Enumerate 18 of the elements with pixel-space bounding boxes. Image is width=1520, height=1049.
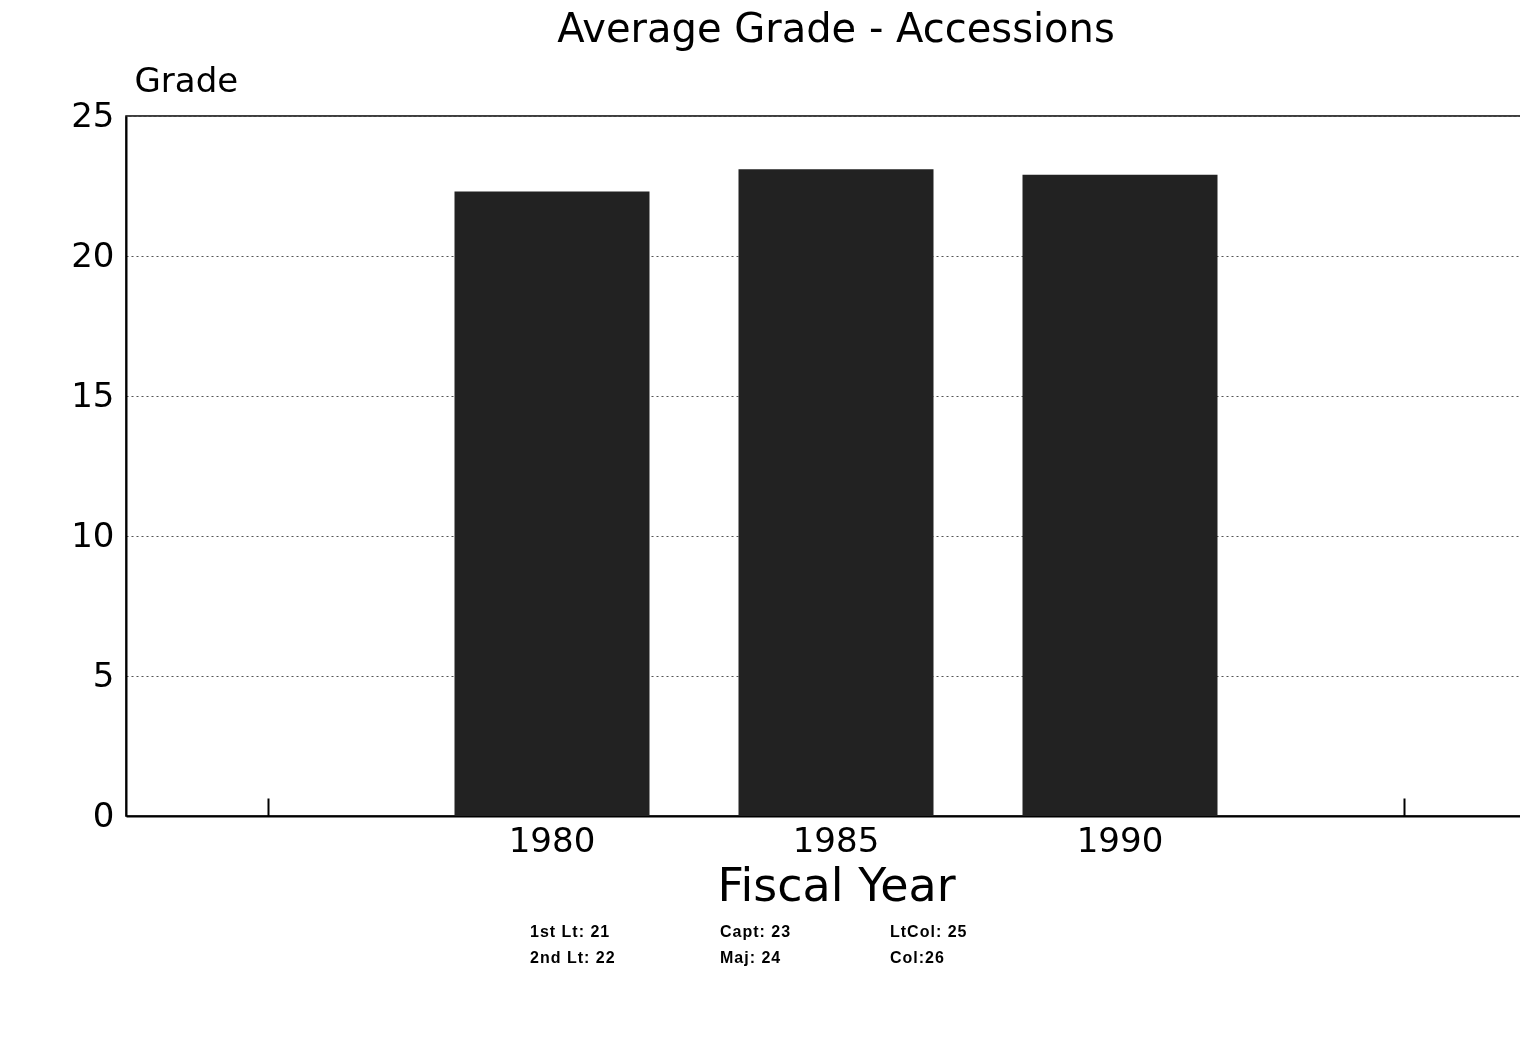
x-tick-label: 1985 bbox=[792, 819, 880, 860]
x-tick-label: 1980 bbox=[508, 819, 596, 860]
text: 2nd Lt: 22 bbox=[530, 949, 617, 967]
y-tick-label: 10 bbox=[71, 514, 115, 555]
y-tick-label: 0 bbox=[92, 794, 115, 835]
text: Col:26 bbox=[890, 949, 946, 967]
y-tick-label: 5 bbox=[92, 654, 115, 695]
text: LtCol: 25 bbox=[890, 923, 969, 941]
x-axis-title: Fiscal Year bbox=[717, 857, 956, 912]
chart-title: Average Grade - Accessions bbox=[557, 5, 1115, 51]
x-tick-label: 1990 bbox=[1076, 819, 1164, 860]
y-tick-label: 15 bbox=[71, 374, 115, 415]
text: 1st Lt: 21 bbox=[530, 923, 612, 941]
y-axis-title: Grade bbox=[134, 59, 239, 100]
y-tick-label: 20 bbox=[71, 234, 115, 275]
y-tick-label: 25 bbox=[71, 94, 115, 135]
text: Capt: 23 bbox=[720, 923, 793, 941]
text: Maj: 24 bbox=[720, 949, 783, 967]
